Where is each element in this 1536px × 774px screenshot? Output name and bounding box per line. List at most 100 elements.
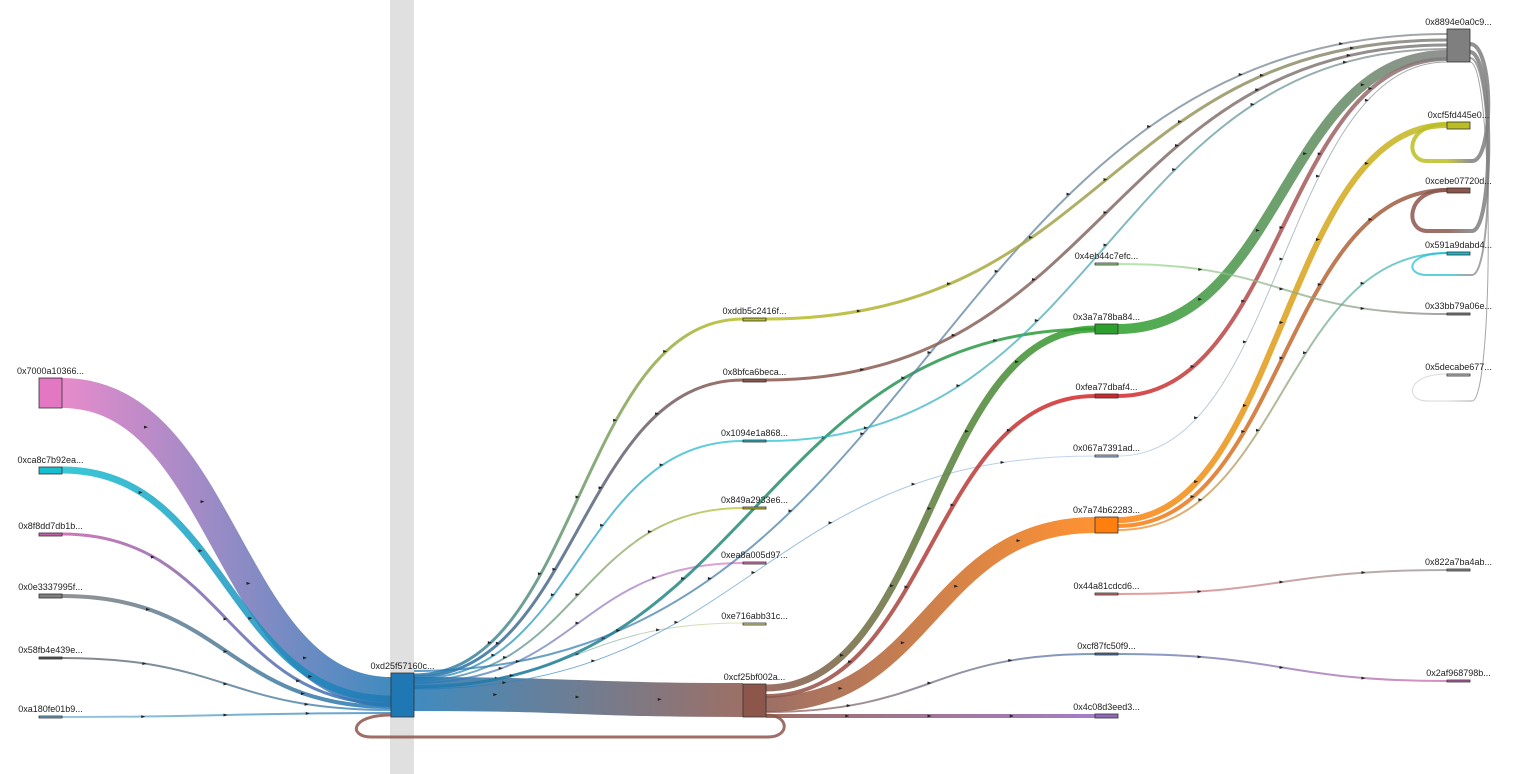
flow-arrow-icon	[495, 641, 500, 645]
flow-arrow-icon	[900, 641, 905, 645]
link-n_cf25-n_fea7[interactable]	[765, 394, 1096, 698]
flow-arrow-icon	[848, 660, 853, 664]
node-n_fea7[interactable]: 0xfea77dbaf4...	[1075, 382, 1138, 399]
flow-arrow-icon	[1014, 360, 1019, 364]
node-box[interactable]	[1446, 251, 1471, 256]
node-n_cebe[interactable]: 0xcebe07720d...	[1425, 176, 1492, 194]
node-box[interactable]	[742, 439, 767, 443]
node-box[interactable]	[1094, 592, 1119, 596]
node-n_849a[interactable]: 0x849a2933e6...	[721, 495, 788, 510]
node-box[interactable]	[38, 377, 63, 409]
link-n_7000-n_d25f[interactable]	[61, 378, 392, 707]
flow-arrow-icon	[657, 697, 662, 701]
node-n_5dec[interactable]: 0x5decabe677...	[1425, 362, 1492, 377]
node-n_d25f[interactable]: 0xd25f57160c...	[370, 661, 435, 718]
link-n_8894-n_5dec[interactable]	[1411, 61, 1489, 402]
node-box[interactable]	[742, 561, 767, 565]
node-n_7a74[interactable]: 0x7a74b62283...	[1073, 505, 1140, 534]
node-box[interactable]	[38, 593, 63, 599]
node-box[interactable]	[1094, 454, 1119, 458]
flow-arrow-icon	[860, 432, 865, 436]
node-n_591a[interactable]: 0x591a9dabd4...	[1425, 240, 1492, 256]
node-box[interactable]	[1446, 679, 1471, 683]
flow-arrow-icon	[1317, 282, 1322, 286]
node-n_822a[interactable]: 0x822a7ba4ab...	[1425, 557, 1492, 572]
flow-arrow-icon	[223, 713, 228, 717]
node-n_4eb4[interactable]: 0x4eb44c7efc...	[1075, 251, 1139, 266]
link-n_8894-n_cf5f[interactable]	[1410, 42, 1491, 163]
node-box[interactable]	[742, 683, 767, 718]
node-box[interactable]	[1446, 373, 1471, 377]
link-n_cf25-n_d25f[interactable]	[354, 713, 786, 739]
node-n_a180[interactable]: 0xa180fe01b9...	[18, 704, 83, 719]
node-box[interactable]	[38, 532, 63, 537]
node-box[interactable]	[1446, 187, 1471, 194]
node-box[interactable]	[1094, 516, 1119, 534]
node-n_4c08[interactable]: 0x4c08d3eed3...	[1073, 702, 1140, 719]
flow-arrow-icon	[856, 309, 861, 313]
flow-arrow-icon	[1006, 428, 1011, 432]
node-box[interactable]	[742, 622, 767, 626]
flow-arrow-icon	[1259, 73, 1264, 77]
flow-arrow-icon	[144, 425, 149, 429]
flow-arrow-icon	[1255, 428, 1260, 432]
flow-arrow-icon	[840, 653, 845, 657]
node-n_2af9[interactable]: 0x2af968798b...	[1426, 668, 1491, 683]
node-n_8894[interactable]: 0x8894e0a0c9...	[1425, 17, 1492, 63]
flow-arrow-icon	[845, 714, 850, 718]
node-box[interactable]	[742, 506, 767, 510]
link-n_7a74-n_591a[interactable]	[1117, 252, 1448, 531]
node-box[interactable]	[1446, 312, 1471, 316]
flow-arrow-icon	[901, 376, 906, 380]
node-n_cf87[interactable]: 0xcf87fc50f9...	[1077, 641, 1136, 656]
node-n_3a7a[interactable]: 0x3a7a78ba84...	[1073, 312, 1140, 335]
node-box[interactable]	[1094, 652, 1119, 656]
node-box[interactable]	[38, 715, 63, 719]
node-box[interactable]	[1094, 393, 1119, 399]
node-box[interactable]	[1094, 713, 1119, 719]
node-box[interactable]	[1446, 568, 1471, 572]
node-n_067a[interactable]: 0x067a7391ad...	[1073, 443, 1140, 458]
node-n_1094[interactable]: 0x1094e1a868...	[721, 428, 788, 443]
link-n_8894-n_cebe[interactable]	[1410, 50, 1491, 233]
node-n_cf5f[interactable]: 0xcf5fd445e0...	[1428, 110, 1490, 130]
node-n_8bfc[interactable]: 0x8bfca6beca...	[723, 367, 787, 383]
node-n_ea8a[interactable]: 0xea8a005d97...	[721, 550, 788, 565]
node-n_ddb5[interactable]: 0xddb5c2416f...	[722, 306, 787, 322]
flow-arrow-icon	[1346, 53, 1351, 57]
node-n_44a8[interactable]: 0x44a81cdcd6...	[1073, 581, 1140, 596]
node-box[interactable]	[1446, 121, 1471, 130]
node-box[interactable]	[38, 656, 63, 660]
flow-arrow-icon	[302, 656, 307, 660]
node-n_ca8c[interactable]: 0xca8c7b92ea...	[17, 455, 84, 475]
link-n_8894-n_591a[interactable]	[1411, 57, 1490, 276]
link-n_3a7a-n_8894[interactable]	[1117, 50, 1448, 334]
node-box[interactable]	[742, 317, 767, 322]
node-label: 0xcf87fc50f9...	[1077, 641, 1136, 651]
link-n_cf25-n_7a74[interactable]	[765, 517, 1096, 712]
flow-arrow-icon	[575, 495, 580, 499]
node-label: 0x7a74b62283...	[1073, 505, 1140, 515]
node-box[interactable]	[742, 378, 767, 383]
link-n_d25f-n_8bfc[interactable]	[413, 378, 744, 679]
node-n_cf25[interactable]: 0xcf25bf002a...	[724, 672, 786, 718]
node-box[interactable]	[1446, 28, 1471, 63]
flow-arrow-icon	[248, 616, 253, 620]
flow-arrow-icon	[950, 503, 955, 507]
node-label: 0x849a2933e6...	[721, 495, 788, 505]
link-n_d25f-n_1094[interactable]	[413, 440, 744, 680]
link-n_ca8c-n_d25f[interactable]	[61, 466, 392, 703]
node-box[interactable]	[1094, 323, 1119, 335]
node-label: 0x33bb79a06e...	[1425, 301, 1492, 311]
node-box[interactable]	[1094, 262, 1119, 266]
flow-arrow-icon	[198, 549, 203, 553]
node-box[interactable]	[38, 466, 63, 475]
node-n_7000[interactable]: 0x7000a10366...	[17, 366, 84, 409]
node-n_33bb[interactable]: 0x33bb79a06e...	[1425, 301, 1492, 316]
node-n_e716[interactable]: 0xe716abb31c...	[721, 611, 788, 626]
node-n_8f8d[interactable]: 0x8f8dd7db1b...	[18, 521, 83, 537]
node-n_58fb[interactable]: 0x58fb4e439e...	[18, 645, 83, 660]
node-n_0e33[interactable]: 0x0e3337995f...	[18, 582, 83, 599]
flow-arrow-icon	[1190, 495, 1195, 499]
node-box[interactable]	[390, 672, 415, 718]
